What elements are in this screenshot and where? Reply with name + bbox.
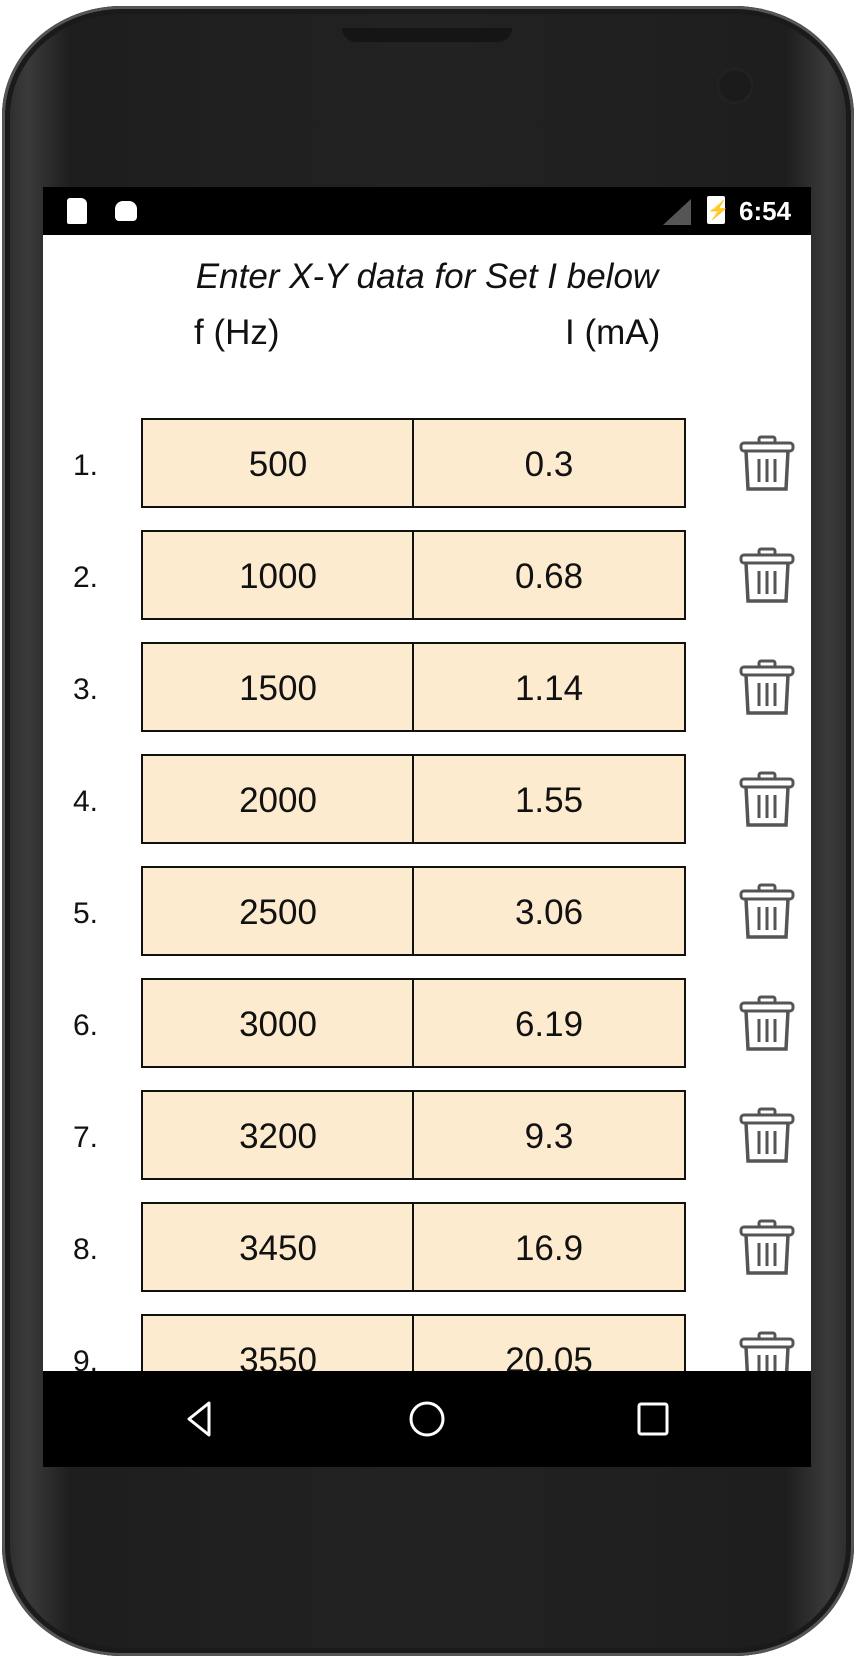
delete-row-trash-icon[interactable] [737, 658, 797, 718]
y-column-header: I (mA) [565, 313, 661, 352]
x-value-input[interactable]: 1500 [141, 642, 415, 732]
x-value-input[interactable]: 500 [141, 418, 415, 508]
table-row: 4. 2000 1.55 [43, 754, 811, 844]
x-value-input[interactable]: 1000 [141, 530, 415, 620]
x-value-input[interactable]: 3550 [141, 1314, 415, 1371]
y-value-input[interactable]: 1.55 [412, 754, 686, 844]
y-value-input[interactable]: 3.06 [412, 866, 686, 956]
row-number: 4. [73, 785, 99, 818]
page-title: Enter X-Y data for Set I below [195, 257, 659, 296]
delete-row-trash-icon[interactable] [737, 770, 797, 830]
x-value-input[interactable]: 3000 [141, 978, 415, 1068]
battery-charging-icon: ⚡ [707, 196, 729, 224]
recents-icon[interactable] [633, 1399, 673, 1439]
android-debug-icon [115, 201, 137, 221]
y-value-input[interactable]: 9.3 [412, 1090, 686, 1180]
row-number: 6. [73, 1009, 99, 1042]
table-row: 1. 500 0.3 [43, 418, 811, 508]
table-row: 8. 3450 16.9 [43, 1202, 811, 1292]
status-time: 6:54 [739, 196, 792, 226]
x-value-input[interactable]: 2000 [141, 754, 415, 844]
y-value-input[interactable]: 1.14 [412, 642, 686, 732]
y-value-input[interactable]: 0.3 [412, 418, 686, 508]
data-entry-list[interactable]: Enter X-Y data for Set I below f (Hz) I … [43, 235, 811, 1371]
row-number: 3. [73, 673, 99, 706]
table-row: 7. 3200 9.3 [43, 1090, 811, 1180]
delete-row-trash-icon[interactable] [737, 1218, 797, 1278]
y-value-input[interactable]: 16.9 [412, 1202, 686, 1292]
table-row: 9. 3550 20.05 [43, 1314, 811, 1371]
back-icon[interactable] [179, 1399, 219, 1439]
table-row: 6. 3000 6.19 [43, 978, 811, 1068]
table-row: 3. 1500 1.14 [43, 642, 811, 732]
delete-row-trash-icon[interactable] [737, 1330, 797, 1371]
delete-row-trash-icon[interactable] [737, 434, 797, 494]
x-value-input[interactable]: 3450 [141, 1202, 415, 1292]
y-value-input[interactable]: 6.19 [412, 978, 686, 1068]
navigation-bar [43, 1371, 811, 1467]
x-column-header: f (Hz) [194, 313, 280, 352]
front-camera [717, 68, 753, 104]
row-number: 1. [73, 449, 99, 482]
speaker-grille [342, 28, 512, 42]
status-bar: ⚡ 6:54 [43, 187, 811, 235]
y-value-input[interactable]: 0.68 [412, 530, 686, 620]
table-row: 2. 1000 0.68 [43, 530, 811, 620]
row-number: 8. [73, 1233, 99, 1266]
x-value-input[interactable]: 3200 [141, 1090, 415, 1180]
y-value-input[interactable]: 20.05 [412, 1314, 686, 1371]
row-number: 5. [73, 897, 99, 930]
signal-icon [663, 199, 691, 225]
sd-card-icon [67, 198, 87, 224]
row-number: 7. [73, 1121, 99, 1154]
delete-row-trash-icon[interactable] [737, 546, 797, 606]
table-row: 5. 2500 3.06 [43, 866, 811, 956]
delete-row-trash-icon[interactable] [737, 994, 797, 1054]
delete-row-trash-icon[interactable] [737, 1106, 797, 1166]
x-value-input[interactable]: 2500 [141, 866, 415, 956]
home-icon[interactable] [407, 1399, 447, 1439]
row-number: 9. [73, 1345, 99, 1371]
row-number: 2. [73, 561, 99, 594]
delete-row-trash-icon[interactable] [737, 882, 797, 942]
screen: ⚡ 6:54 Enter X-Y data for Set I below f … [43, 187, 811, 1467]
